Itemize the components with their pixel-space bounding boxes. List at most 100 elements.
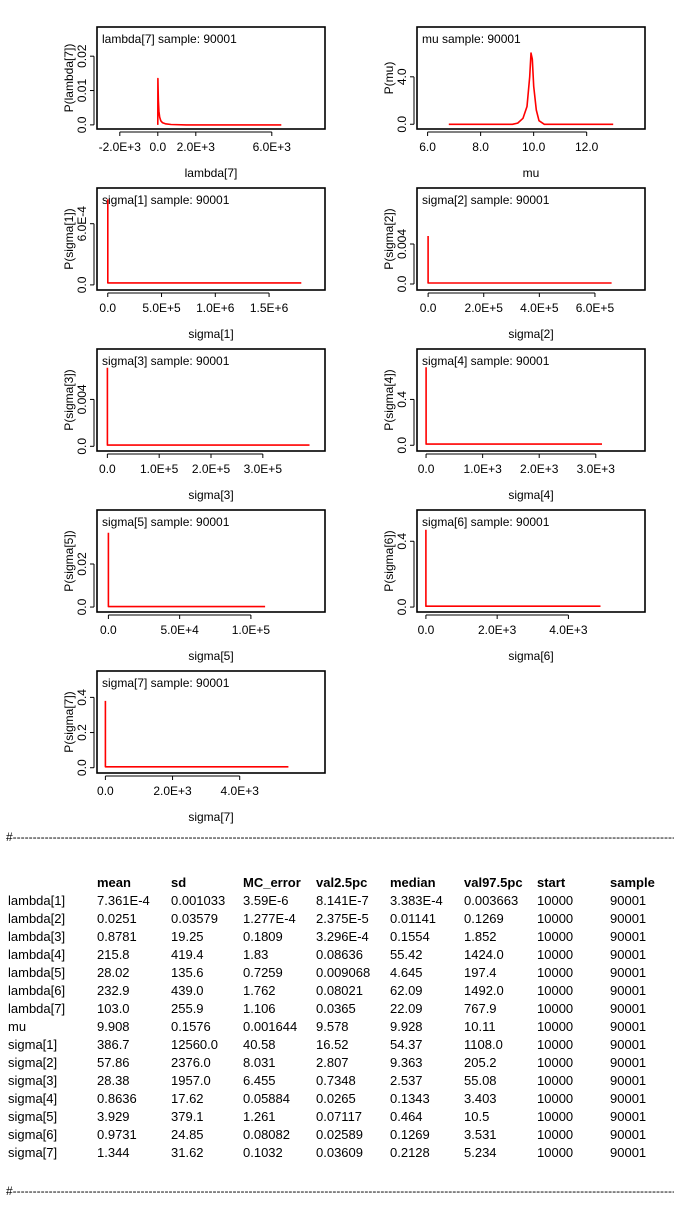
table-cell: 10000 bbox=[537, 1108, 574, 1124]
x-tick-label: 0.0 bbox=[97, 784, 114, 798]
table-cell: 0.08082 bbox=[243, 1126, 290, 1142]
table-cell: 232.9 bbox=[97, 982, 130, 998]
density-plot: sigma[3] sample: 90001 0.0 1.0E+5 2.0E+5 3.0… bbox=[62, 348, 326, 502]
x-tick-label: 1.0E+5 bbox=[140, 462, 179, 476]
y-tick-label: 6.0E-4 bbox=[75, 206, 89, 242]
node-name-cell: lambda[5] bbox=[8, 964, 66, 980]
table-cell: 90001 bbox=[610, 892, 647, 908]
table-cell: 10000 bbox=[537, 1072, 574, 1088]
table-cell: 6.455 bbox=[243, 1072, 276, 1088]
table-cell: 1.83 bbox=[243, 946, 269, 962]
table-cell: 103.0 bbox=[97, 1000, 130, 1016]
table-row: lambda[3] 0.8781 19.25 0.1809 3.296E-4 0.1554… bbox=[8, 927, 670, 945]
separator-bottom: #---------------------------------------… bbox=[6, 1184, 674, 1198]
table-cell: 10000 bbox=[537, 928, 574, 944]
table-cell: 2.807 bbox=[316, 1054, 349, 1070]
table-cell: 0.07117 bbox=[316, 1108, 363, 1124]
density-curve bbox=[157, 77, 282, 126]
y-tick-label: 0.0 bbox=[395, 116, 409, 133]
x-tick-label: 2.0E+3 bbox=[478, 623, 517, 637]
x-tick-label: 4.0E+3 bbox=[549, 623, 588, 637]
table-cell: 0.001033 bbox=[171, 892, 226, 908]
table-cell: 386.7 bbox=[97, 1036, 130, 1052]
table-cell: 0.1576 bbox=[171, 1018, 211, 1034]
table-cell: 379.1 bbox=[171, 1108, 204, 1124]
density-curve bbox=[427, 236, 612, 284]
x-tick-label: 6.0 bbox=[419, 140, 436, 154]
y-tick-label: 0.02 bbox=[75, 552, 89, 576]
table-cell: 2.537 bbox=[390, 1072, 423, 1088]
table-cell: 0.1032 bbox=[243, 1144, 283, 1160]
plot-title: sigma[7] sample: 90001 bbox=[102, 676, 230, 690]
x-tick-label: 2.0E+3 bbox=[153, 784, 192, 798]
table-cell: 1492.0 bbox=[464, 982, 504, 998]
x-tick-label: 0.0 bbox=[418, 462, 435, 476]
table-cell: 0.1809 bbox=[243, 928, 283, 944]
y-tick-label: 0.0 bbox=[75, 598, 89, 615]
table-cell: 0.05884 bbox=[243, 1090, 290, 1106]
table-cell: 90001 bbox=[610, 1072, 647, 1088]
table-cell: 205.2 bbox=[464, 1054, 497, 1070]
x-tick-label: 0.0 bbox=[99, 462, 116, 476]
table-cell: 0.08636 bbox=[316, 946, 363, 962]
density-plot: sigma[6] sample: 90001 0.0 2.0E+3 4.0E+3 sig… bbox=[382, 509, 646, 663]
y-tick-label: 0.0 bbox=[75, 438, 89, 455]
table-cell: 10.5 bbox=[464, 1108, 490, 1124]
header-mc-error: MC_error bbox=[243, 874, 301, 890]
table-cell: 0.8781 bbox=[97, 928, 137, 944]
x-axis-label: sigma[6] bbox=[508, 649, 553, 663]
table-cell: 0.1269 bbox=[390, 1126, 430, 1142]
node-name-cell: sigma[6] bbox=[8, 1126, 58, 1142]
x-tick-label: 12.0 bbox=[575, 140, 599, 154]
plot-title: sigma[6] sample: 90001 bbox=[422, 515, 550, 529]
y-tick-label: 0.004 bbox=[75, 384, 89, 414]
table-cell: 0.2128 bbox=[390, 1144, 430, 1160]
table-cell: 3.59E-6 bbox=[243, 892, 289, 908]
table-cell: 10000 bbox=[537, 964, 574, 980]
table-cell: 90001 bbox=[610, 1036, 647, 1052]
node-name-cell: sigma[4] bbox=[8, 1090, 58, 1106]
table-cell: 40.58 bbox=[243, 1036, 276, 1052]
table-cell: 767.9 bbox=[464, 1000, 497, 1016]
table-cell: 419.4 bbox=[171, 946, 204, 962]
table-cell: 10000 bbox=[537, 982, 574, 998]
table-cell: 9.908 bbox=[97, 1018, 130, 1034]
y-tick-label: 0.0 bbox=[75, 759, 89, 776]
x-axis-label: sigma[4] bbox=[508, 488, 553, 502]
table-cell: 1.852 bbox=[464, 928, 497, 944]
table-cell: 1957.0 bbox=[171, 1072, 211, 1088]
table-row: lambda[1] 7.361E-4 0.001033 3.59E-6 8.141E-7… bbox=[8, 891, 670, 909]
table-cell: 3.296E-4 bbox=[316, 928, 369, 944]
plot-frame bbox=[416, 26, 646, 130]
density-plot: sigma[1] sample: 90001 0.0 5.0E+5 1.0E+6 1.5… bbox=[62, 187, 326, 341]
x-tick-label: 4.0E+5 bbox=[520, 301, 559, 315]
table-cell: 31.62 bbox=[171, 1144, 204, 1160]
table-row: sigma[6] 0.9731 24.85 0.08082 0.02589 0.1269 3… bbox=[8, 1125, 670, 1143]
header-val97-5pc: val97.5pc bbox=[464, 874, 523, 890]
node-name-cell: sigma[2] bbox=[8, 1054, 58, 1070]
table-cell: 0.7348 bbox=[316, 1072, 356, 1088]
x-tick-label: -2.0E+3 bbox=[99, 140, 142, 154]
y-axis-label: P(sigma[3]) bbox=[62, 369, 76, 430]
table-cell: 10000 bbox=[537, 1126, 574, 1142]
plot-title: sigma[1] sample: 90001 bbox=[102, 193, 230, 207]
table-cell: 8.031 bbox=[243, 1054, 276, 1070]
table-cell: 10000 bbox=[537, 1090, 574, 1106]
table-cell: 1.261 bbox=[243, 1108, 276, 1124]
table-row: lambda[5] 28.02 135.6 0.7259 0.009068 4.645 19… bbox=[8, 963, 670, 981]
node-name-cell: lambda[6] bbox=[8, 982, 66, 998]
table-cell: 2376.0 bbox=[171, 1054, 211, 1070]
x-tick-label: 1.0E+6 bbox=[196, 301, 235, 315]
table-cell: 1424.0 bbox=[464, 946, 504, 962]
y-axis-label: P(sigma[1]) bbox=[62, 208, 76, 269]
node-name-cell: lambda[3] bbox=[8, 928, 66, 944]
table-cell: 17.62 bbox=[171, 1090, 204, 1106]
plot-frame bbox=[96, 348, 326, 452]
table-cell: 9.363 bbox=[390, 1054, 423, 1070]
node-name-cell: lambda[4] bbox=[8, 946, 66, 962]
table-row: sigma[3] 28.38 1957.0 6.455 0.7348 2.537 55.08… bbox=[8, 1071, 670, 1089]
y-tick-label: 0.4 bbox=[395, 533, 409, 550]
node-name-cell: mu bbox=[8, 1018, 27, 1034]
table-cell: 3.383E-4 bbox=[390, 892, 443, 908]
density-plot: sigma[7] sample: 90001 0.0 2.0E+3 4.0E+3 sig… bbox=[62, 670, 326, 824]
